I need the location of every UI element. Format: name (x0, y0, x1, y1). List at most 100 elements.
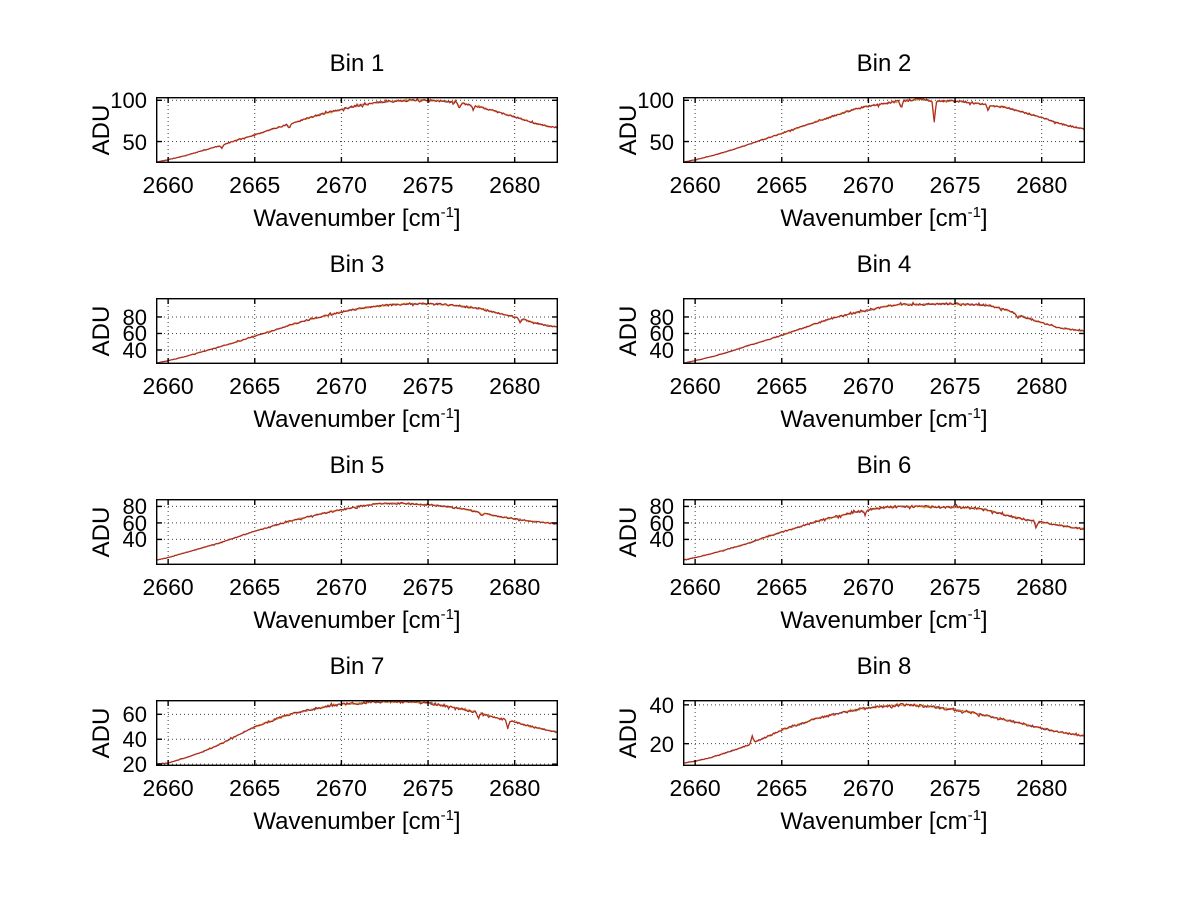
y-tick-label: 60 (122, 510, 147, 536)
x-tick-label: 2680 (489, 574, 541, 600)
x-axis-label-end: ] (453, 406, 461, 433)
x-tick-label: 2675 (402, 775, 454, 801)
x-axis-label: Wavenumber [cm-1] (217, 204, 497, 233)
y-tick-label: 40 (649, 337, 674, 363)
x-axis-label-main: Wavenumber [cm (780, 808, 968, 835)
tick-marks (683, 298, 1085, 364)
x-tick-label: 2675 (402, 574, 454, 600)
axes-box (683, 97, 1085, 163)
x-axis-label-end: ] (980, 205, 988, 232)
x-axis-label-end: ] (453, 808, 461, 835)
x-tick-label: 2670 (315, 373, 367, 399)
subplot-title-bin-4: Bin 4 (856, 251, 912, 278)
x-tick-label: 2670 (315, 172, 367, 198)
x-axis-label-end: ] (980, 808, 988, 835)
x-axis-label-main: Wavenumber [cm (253, 607, 441, 634)
x-axis-label-superscript: -1 (967, 204, 981, 221)
y-tick-label: 80 (122, 304, 147, 330)
x-tick-label: 2680 (1016, 373, 1068, 399)
spectrum-line-red (156, 501, 558, 561)
x-axis-label-main: Wavenumber [cm (253, 205, 441, 232)
spectrum-line-red (156, 97, 558, 163)
spectrum-line-under (683, 97, 1085, 163)
spectrum-line-red (683, 503, 1085, 561)
x-tick-label: 2660 (142, 775, 194, 801)
y-tick-label: 40 (122, 527, 147, 553)
plot-area-bin-5 (156, 499, 558, 565)
x-axis-label: Wavenumber [cm-1] (744, 405, 1024, 434)
x-axis-label-end: ] (453, 607, 461, 634)
subplot-title-bin-2: Bin 2 (856, 50, 912, 77)
x-tick-label: 2675 (402, 172, 454, 198)
spectrum-line-red (683, 97, 1085, 163)
gridlines (156, 700, 558, 766)
x-axis-label-end: ] (453, 205, 461, 232)
x-axis-label-main: Wavenumber [cm (253, 808, 441, 835)
y-tick-label: 80 (122, 494, 147, 520)
x-tick-label: 2675 (929, 172, 981, 198)
spectrum-line-under (683, 703, 1085, 764)
y-tick-label: 40 (649, 527, 674, 553)
tick-marks (683, 97, 1085, 163)
spectrum-line-red (683, 301, 1085, 364)
y-axis-label: ADU (615, 707, 642, 759)
x-tick-label: 2660 (142, 373, 194, 399)
x-tick-label: 2675 (929, 775, 981, 801)
x-axis-label-superscript: -1 (967, 405, 981, 422)
x-tick-label: 2670 (842, 574, 894, 600)
x-tick-label: 2665 (229, 775, 281, 801)
x-tick-label: 2675 (929, 373, 981, 399)
gridlines (156, 97, 558, 163)
spectrum-line-under (156, 502, 558, 561)
y-tick-label: 20 (122, 752, 147, 778)
x-tick-label: 2665 (756, 775, 808, 801)
y-tick-label: 60 (122, 321, 147, 347)
spectrum-line-under (683, 505, 1085, 561)
x-axis-label-main: Wavenumber [cm (780, 406, 968, 433)
x-tick-label: 2670 (842, 172, 894, 198)
x-axis-label-superscript: -1 (440, 204, 454, 221)
x-tick-label: 2680 (489, 172, 541, 198)
spectrum-line-mid (156, 502, 558, 561)
subplot-title-bin-3: Bin 3 (329, 251, 385, 278)
tick-marks (683, 700, 1085, 766)
spectrum-line-mid (156, 700, 558, 765)
x-axis-label: Wavenumber [cm-1] (217, 807, 497, 836)
x-tick-label: 2660 (669, 574, 721, 600)
subplot-title-bin-6: Bin 6 (856, 452, 912, 479)
x-tick-label: 2670 (842, 373, 894, 399)
x-tick-label: 2670 (315, 775, 367, 801)
y-tick-label: 60 (122, 702, 147, 728)
subplot-title-bin-8: Bin 8 (856, 653, 912, 680)
y-tick-label: 20 (649, 731, 674, 757)
axes-box (156, 97, 558, 163)
x-tick-label: 2670 (842, 775, 894, 801)
x-axis-label-superscript: -1 (967, 807, 981, 824)
y-tick-label: 80 (649, 494, 674, 520)
plot-area-bin-8 (683, 700, 1085, 766)
y-tick-label: 40 (122, 337, 147, 363)
subplot-title-bin-5: Bin 5 (329, 452, 385, 479)
x-tick-label: 2660 (669, 172, 721, 198)
x-tick-label: 2680 (489, 373, 541, 399)
x-axis-label-end: ] (980, 607, 988, 634)
x-tick-label: 2680 (1016, 775, 1068, 801)
axes-box (156, 298, 558, 364)
spectrum-line-mid (156, 98, 558, 163)
y-tick-label: 100 (110, 88, 147, 114)
spectrum-line-under (156, 99, 558, 163)
spectrum-line-mid (683, 98, 1085, 163)
x-tick-label: 2660 (142, 574, 194, 600)
x-tick-label: 2660 (669, 775, 721, 801)
x-tick-label: 2665 (756, 574, 808, 600)
plot-area-bin-2 (683, 97, 1085, 163)
spectrum-line-red (156, 301, 558, 364)
y-tick-label: 40 (122, 727, 147, 753)
x-tick-label: 2660 (669, 373, 721, 399)
x-axis-label: Wavenumber [cm-1] (217, 405, 497, 434)
y-tick-label: 60 (649, 321, 674, 347)
subplot-title-bin-7: Bin 7 (329, 653, 385, 680)
x-tick-label: 2665 (756, 172, 808, 198)
spectrum-line-red (156, 700, 558, 765)
tick-marks (156, 97, 558, 163)
